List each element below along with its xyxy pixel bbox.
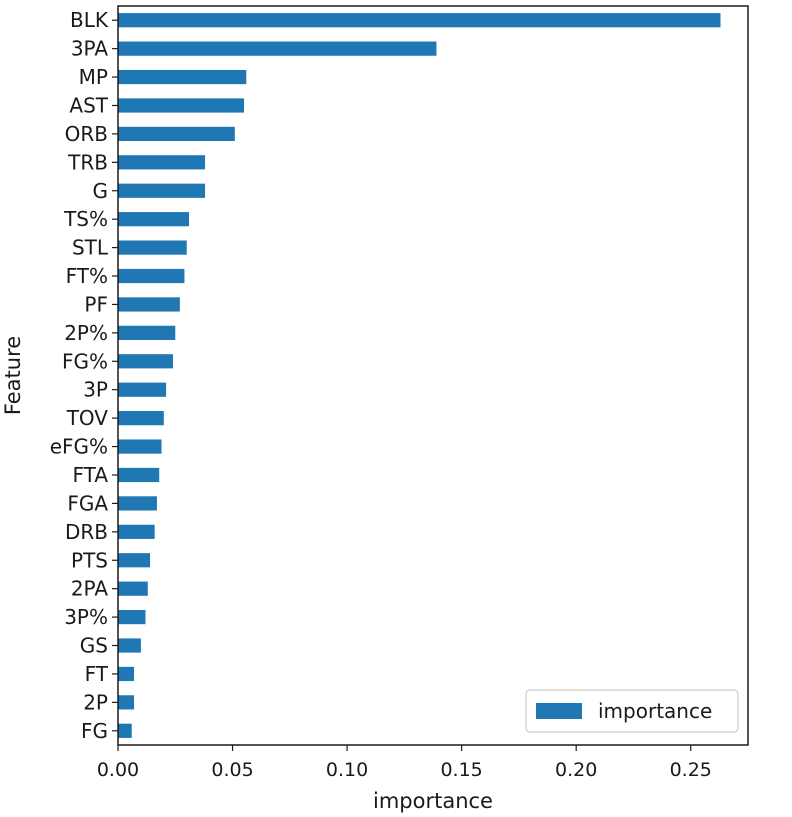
bar-MP — [118, 69, 247, 85]
y-tick-label: eFG% — [50, 435, 108, 459]
bar-TOV — [118, 411, 164, 426]
y-tick-label: 2PA — [71, 577, 109, 601]
y-tick-label: TOV — [66, 406, 109, 430]
y-tick-label: MP — [79, 65, 108, 89]
bar-GS — [118, 638, 141, 653]
bar-3P — [118, 382, 167, 397]
bar-FTA — [118, 467, 160, 483]
plot-frame — [117, 5, 749, 746]
y-tick-label: TS% — [63, 207, 108, 231]
y-tick-label: FG — [81, 719, 108, 743]
y-axis-label: Feature — [1, 336, 25, 415]
bar-FG% — [118, 354, 173, 369]
x-tick-label: 0.05 — [211, 759, 253, 781]
y-tick-label: 3P% — [64, 605, 108, 629]
bar-STL — [118, 240, 187, 255]
y-tick-label: FGA — [67, 491, 108, 515]
bar-TS% — [118, 212, 190, 227]
bar-2P — [118, 695, 135, 710]
y-tick-label: 2P — [83, 690, 108, 714]
y-tick-label: FT — [85, 662, 109, 686]
bar-2PA — [118, 581, 148, 596]
bar-BLK — [118, 13, 721, 28]
y-tick-label: 3P — [83, 378, 108, 402]
y-tick-label: G — [93, 179, 109, 203]
x-tick-label: 0.10 — [326, 759, 368, 781]
bar-PTS — [118, 553, 151, 568]
y-tick-label: ORB — [65, 122, 108, 146]
bar-ORB — [118, 126, 235, 142]
bar-FG — [118, 723, 132, 738]
y-tick-label: FG% — [62, 349, 108, 373]
bar-3P% — [118, 609, 146, 625]
y-tick-label: PTS — [71, 548, 108, 572]
y-tick-label: DRB — [65, 520, 108, 544]
y-tick-label: 3PA — [71, 37, 109, 61]
x-tick-label: 0.00 — [97, 759, 139, 781]
legend: importance — [525, 689, 739, 733]
y-tick-label: TRB — [67, 150, 108, 174]
bar-DRB — [118, 524, 155, 539]
bar-FGA — [118, 496, 157, 511]
y-tick-label: STL — [72, 236, 109, 260]
y-tick-labels: BLK 3PA MP AST ORB TRB G TS% STL FT% PF 2P% FG% 3P TOV… — [50, 8, 118, 743]
bar-3PA — [118, 41, 437, 56]
y-tick-label: AST — [69, 93, 108, 117]
legend-box — [525, 689, 739, 733]
x-tick-label: 0.25 — [670, 759, 712, 781]
y-tick-label: FTA — [73, 463, 109, 487]
x-axis-label: importance — [373, 789, 493, 813]
legend-label: importance — [598, 699, 712, 723]
bar-PF — [118, 297, 180, 312]
bar-eFG% — [118, 439, 162, 454]
bars-group — [118, 13, 721, 738]
y-tick-label: 2P% — [64, 321, 108, 345]
bar-FT — [118, 666, 135, 682]
bar-TRB — [118, 155, 206, 170]
y-tick-label: GS — [80, 634, 108, 658]
bar-AST — [118, 98, 244, 113]
x-ticks: 0.00 0.05 0.10 0.15 0.20 0.25 — [97, 745, 712, 781]
y-tick-label: BLK — [70, 8, 109, 32]
x-tick-label: 0.15 — [440, 759, 482, 781]
y-tick-label: FT% — [66, 264, 108, 288]
bar-G — [118, 183, 206, 198]
x-tick-label: 0.20 — [555, 759, 597, 781]
y-tick-label: PF — [84, 292, 108, 316]
legend-swatch — [536, 703, 582, 719]
bar-2P% — [118, 325, 176, 340]
bar-FT% — [118, 268, 185, 284]
